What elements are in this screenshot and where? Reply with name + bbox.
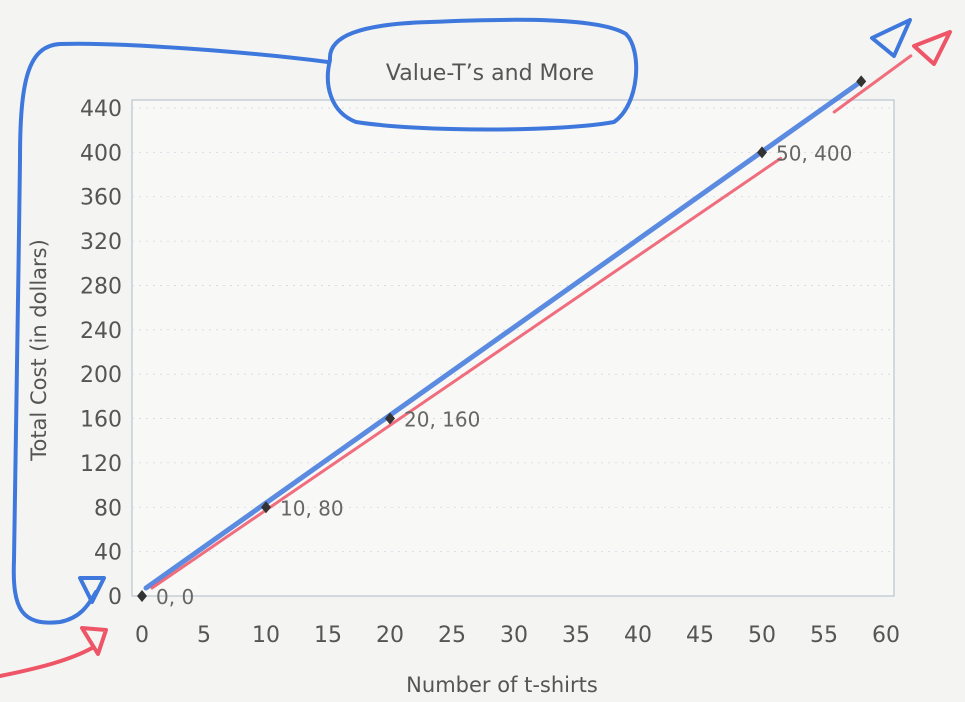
- y-tick-label: 240: [80, 319, 122, 344]
- data-markers: [137, 75, 867, 602]
- y-tick-label: 360: [80, 186, 122, 211]
- data-point-label: 0, 0: [156, 585, 194, 609]
- y-tick-label: 280: [80, 274, 122, 299]
- data-point: [757, 146, 767, 159]
- top-arrow-blue-annotation: [870, 18, 912, 58]
- x-axis-title: Number of t-shirts: [406, 673, 598, 697]
- data-point: [137, 590, 147, 602]
- pen-annotations: [0, 17, 952, 678]
- y-tick-label: 440: [80, 97, 122, 122]
- y-axis-bracket-annotation: [11, 41, 330, 625]
- y-tick-label: 160: [80, 408, 122, 433]
- x-tick-label: 25: [438, 623, 466, 648]
- x-tick-label: 35: [562, 623, 590, 648]
- x-tick-labels: 0 5 10 15 20 25 30 35 40 45 50 55 60: [135, 623, 900, 648]
- x-tick-label: 45: [686, 623, 714, 648]
- top-arrow-red-annotation: [912, 30, 952, 66]
- y-tick-label: 120: [80, 452, 122, 477]
- y-tick-label: 80: [94, 496, 122, 521]
- chart-title: Value-T’s and More: [386, 61, 594, 86]
- data-point: [385, 412, 395, 425]
- y-tick-label: 400: [80, 141, 122, 166]
- origin-arrow-blue-annotation: [78, 576, 106, 604]
- x-tick-label: 20: [376, 623, 404, 648]
- x-tick-label: 10: [252, 623, 280, 648]
- y-axis-title: Total Cost (in dollars): [27, 239, 51, 462]
- x-tick-label: 15: [314, 623, 342, 648]
- red-trace-line: [150, 156, 783, 590]
- x-tick-label: 55: [810, 623, 838, 648]
- y-tick-label: 0: [108, 585, 122, 610]
- x-tick-label: 0: [135, 623, 149, 648]
- data-point-label: 50, 400: [776, 141, 852, 165]
- y-tick-label: 40: [94, 541, 122, 566]
- data-point-label: 20, 160: [404, 408, 480, 432]
- y-tick-labels: 0 40 80 120 160 200 240 280 320 360 400 440: [80, 97, 122, 610]
- plot-area: [131, 99, 895, 597]
- origin-arrow-red-annotation: [0, 626, 108, 678]
- x-tick-label: 30: [500, 623, 528, 648]
- y-tick-label: 320: [80, 230, 122, 255]
- x-tick-label: 40: [624, 623, 652, 648]
- x-tick-label: 50: [748, 623, 776, 648]
- data-point: [856, 75, 867, 88]
- data-point-labels: 0, 0 10, 80 20, 160 50, 400: [156, 141, 852, 609]
- title-circle-annotation: [325, 17, 639, 132]
- x-tick-label: 5: [197, 623, 211, 648]
- data-point-label: 10, 80: [280, 496, 344, 520]
- red-trace-line: [832, 54, 913, 114]
- data-point: [261, 501, 271, 514]
- x-tick-label: 60: [872, 623, 900, 648]
- y-tick-label: 200: [80, 363, 122, 388]
